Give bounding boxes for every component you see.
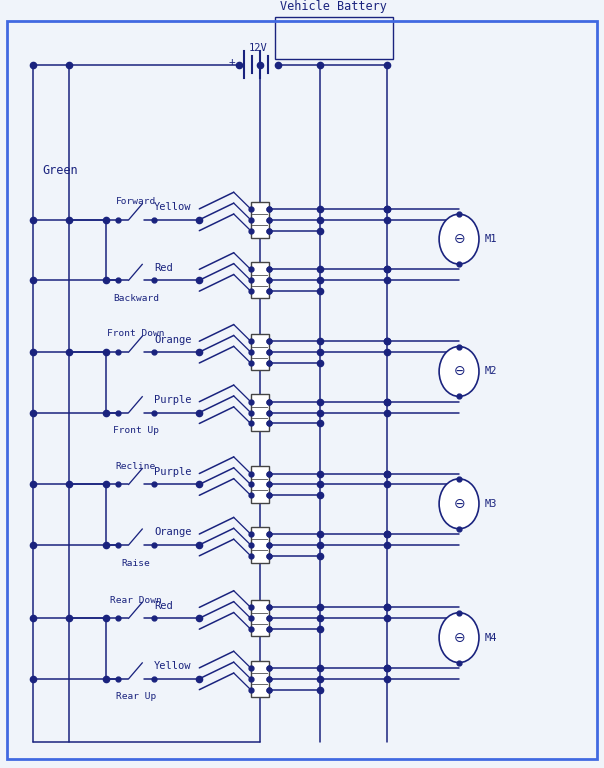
Text: $\ominus$: $\ominus$ xyxy=(453,631,465,644)
Bar xyxy=(251,466,269,502)
Text: Red: Red xyxy=(154,263,173,273)
Text: Front Down: Front Down xyxy=(107,329,165,339)
Text: Red: Red xyxy=(154,601,173,611)
Text: Yellow: Yellow xyxy=(154,202,191,212)
Text: Recline: Recline xyxy=(116,462,156,471)
Text: M1: M1 xyxy=(485,234,498,244)
Text: Purple: Purple xyxy=(154,467,191,477)
Text: Yellow: Yellow xyxy=(154,661,191,671)
Text: Backward: Backward xyxy=(113,294,159,303)
Text: M3: M3 xyxy=(485,498,498,508)
Text: Rear Down: Rear Down xyxy=(110,596,162,604)
Text: Green: Green xyxy=(42,164,78,177)
Text: M4: M4 xyxy=(485,633,498,643)
Bar xyxy=(275,17,393,58)
Bar xyxy=(251,660,269,697)
Text: Rear Up: Rear Up xyxy=(116,693,156,701)
Text: M2: M2 xyxy=(485,366,498,376)
Text: $\ominus$: $\ominus$ xyxy=(453,232,465,246)
Text: $\ominus$: $\ominus$ xyxy=(453,365,465,379)
Circle shape xyxy=(439,214,479,264)
Text: +: + xyxy=(229,58,236,68)
Circle shape xyxy=(439,613,479,663)
Text: Orange: Orange xyxy=(154,528,191,538)
Bar xyxy=(251,262,269,299)
Bar xyxy=(251,600,269,637)
Text: Vehicle Battery: Vehicle Battery xyxy=(280,0,387,13)
Text: Raise: Raise xyxy=(121,558,150,568)
Text: Forward: Forward xyxy=(116,197,156,206)
Text: Front Up: Front Up xyxy=(113,426,159,435)
Text: Orange: Orange xyxy=(154,335,191,345)
Text: 12V: 12V xyxy=(249,44,268,54)
Bar xyxy=(251,395,269,431)
Circle shape xyxy=(439,478,479,528)
Text: $\ominus$: $\ominus$ xyxy=(453,497,465,511)
Bar xyxy=(251,334,269,370)
Text: Purple: Purple xyxy=(154,395,191,405)
Bar xyxy=(251,527,269,563)
Bar xyxy=(251,202,269,238)
Circle shape xyxy=(439,346,479,396)
